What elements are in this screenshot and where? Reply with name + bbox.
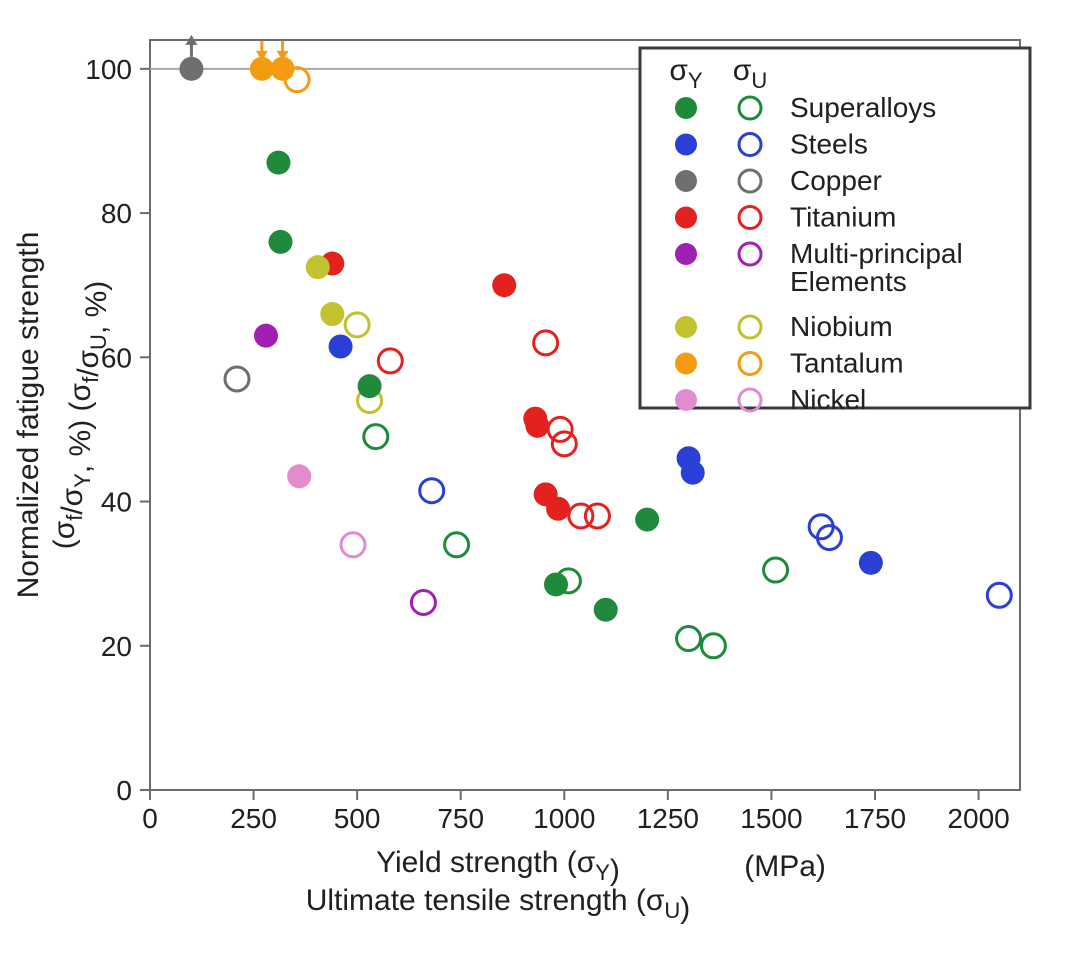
legend-filled-marker	[675, 316, 697, 338]
data-point	[764, 558, 788, 582]
data-point	[534, 331, 558, 355]
x-tick-label: 500	[334, 803, 381, 834]
y-tick-label: 0	[116, 775, 132, 806]
data-point	[179, 57, 203, 81]
legend-filled-marker	[675, 97, 697, 119]
y-tick-label: 100	[85, 54, 132, 85]
axis-label: Normalized fatigue strength	[12, 232, 45, 599]
legend-label: Niobium	[790, 311, 893, 342]
legend-filled-marker	[675, 170, 697, 192]
x-tick-label: 750	[437, 803, 484, 834]
x-tick-label: 1250	[637, 803, 699, 834]
y-tick-label: 80	[101, 198, 132, 229]
x-tick-label: 1500	[740, 803, 802, 834]
legend-label: Nickel	[790, 384, 866, 415]
axis-label: (MPa)	[744, 850, 826, 883]
legend-label: Multi-principal	[790, 238, 963, 269]
data-point	[269, 230, 293, 254]
data-point	[411, 591, 435, 615]
legend-filled-marker	[675, 353, 697, 375]
y-tick-label: 40	[101, 487, 132, 518]
data-point	[594, 598, 618, 622]
data-point	[254, 324, 278, 348]
scatter-chart: 0250500750100012501500175020000204060801…	[0, 0, 1080, 970]
data-point	[987, 583, 1011, 607]
data-point	[341, 533, 365, 557]
data-point	[585, 504, 609, 528]
x-tick-label: 0	[142, 803, 158, 834]
x-tick-label: 1750	[844, 803, 906, 834]
data-point	[859, 551, 883, 575]
legend-filled-marker	[675, 207, 697, 229]
data-point	[420, 479, 444, 503]
data-point	[329, 334, 353, 358]
x-tick-label: 2000	[947, 803, 1009, 834]
y-tick-label: 20	[101, 631, 132, 662]
legend-label: Superalloys	[790, 92, 936, 123]
data-point	[225, 367, 249, 391]
data-point	[525, 414, 549, 438]
data-point	[546, 497, 570, 521]
data-point	[358, 374, 382, 398]
legend-label: Elements	[790, 266, 907, 297]
data-point	[378, 349, 402, 373]
data-point	[287, 464, 311, 488]
y-axis-label-group: Normalized fatigue strength(σf/σY, %) (σ…	[12, 232, 113, 599]
data-point	[364, 425, 388, 449]
legend-label: Tantalum	[790, 348, 904, 379]
data-point	[681, 461, 705, 485]
legend-label: Steels	[790, 129, 868, 160]
data-point	[445, 533, 469, 557]
data-point	[492, 273, 516, 297]
data-point	[345, 313, 369, 337]
data-point	[677, 627, 701, 651]
x-tick-label: 250	[230, 803, 277, 834]
legend-filled-marker	[675, 134, 697, 156]
axis-label: Yield strength (σY)	[376, 846, 620, 887]
legend-filled-marker	[675, 389, 697, 411]
axis-label: Ultimate tensile strength (σU)	[306, 884, 691, 925]
data-point	[266, 151, 290, 175]
data-point	[635, 508, 659, 532]
data-point	[552, 432, 576, 456]
legend-filled-marker	[675, 243, 697, 265]
x-tick-label: 1000	[533, 803, 595, 834]
data-point	[701, 634, 725, 658]
data-point	[306, 255, 330, 279]
legend-label: Copper	[790, 165, 882, 196]
data-point	[544, 572, 568, 596]
legend-label: Titanium	[790, 202, 896, 233]
data-point	[320, 302, 344, 326]
data-point	[548, 417, 572, 441]
